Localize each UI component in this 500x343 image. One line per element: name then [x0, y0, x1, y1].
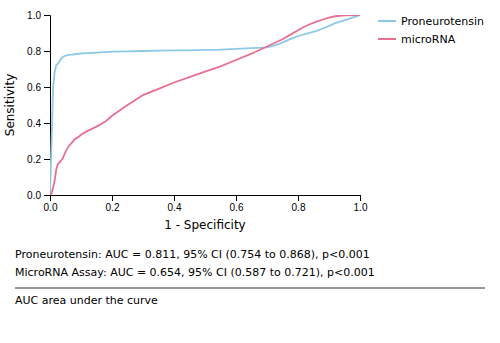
- tick-label: 0.4: [27, 118, 41, 129]
- tick-label: 0.0: [44, 202, 58, 213]
- legend-label: microRNA: [401, 33, 456, 46]
- axis-line: [44, 16, 51, 196]
- lines: [50, 15, 360, 195]
- tick-mark: [174, 195, 175, 201]
- tick-label: 0.8: [27, 46, 41, 57]
- tick-label: 1.0: [354, 202, 368, 213]
- tick-mark: [44, 15, 50, 16]
- tick: 0.2: [27, 154, 50, 165]
- tick-label: 0.6: [27, 82, 41, 93]
- tick-label: 1.0: [27, 10, 41, 21]
- tick-mark: [44, 159, 50, 160]
- tick: 0.6: [27, 82, 50, 93]
- tick-mark: [360, 195, 361, 201]
- y-axis: 0.0 0.2 0.4 0.6 0.8 1.0: [27, 10, 50, 201]
- tick-mark: [44, 123, 50, 124]
- x-axis-title: 1 - Specificity: [164, 218, 245, 232]
- tick-mark: [298, 195, 299, 201]
- legend-swatch: [378, 38, 396, 40]
- axis-line: [51, 196, 361, 202]
- tick: 0.4: [168, 195, 182, 213]
- tick-label: 0.2: [106, 202, 120, 213]
- tick: 0.0: [44, 195, 58, 213]
- tick-mark: [44, 51, 50, 52]
- series-line: [50, 15, 360, 195]
- tick-mark: [112, 195, 113, 201]
- tick: 1.0: [354, 195, 368, 213]
- caption: AUC area under the curve: [15, 294, 158, 307]
- y-axis-title: Sensitivity: [3, 74, 17, 136]
- chart: 0.0 0.2 0.4 0.6 0.8 1.0 0.0 0.2 0.4 0.6 0.8 1.0 1 - …: [0, 0, 500, 343]
- tick: 0.2: [106, 195, 120, 213]
- series-line: [50, 15, 360, 195]
- tick: 0.8: [27, 46, 50, 57]
- legend-label: Proneurotensin: [401, 15, 484, 28]
- x-axis: 0.0 0.2 0.4 0.6 0.8 1.0: [44, 195, 368, 213]
- tick-label: 0.6: [230, 202, 244, 213]
- tick-label: 0.8: [292, 202, 306, 213]
- tick-label: 0.4: [168, 202, 182, 213]
- captions: Proneurotensin: AUC = 0.811, 95% CI (0.7…: [15, 248, 485, 307]
- separator: [15, 288, 485, 289]
- legend: Proneurotensin microRNA: [378, 15, 484, 46]
- caption: MicroRNA Assay: AUC = 0.654, 95% CI (0.5…: [15, 266, 375, 279]
- tick: 0.8: [292, 195, 306, 213]
- tick: 0.4: [27, 118, 50, 129]
- legend-swatch: [378, 20, 396, 22]
- tick-label: 0.0: [27, 190, 41, 201]
- tick: 1.0: [27, 10, 50, 21]
- plot-area: 0.0 0.2 0.4 0.6 0.8 1.0 0.0 0.2 0.4 0.6 0.8 1.0: [27, 10, 368, 213]
- tick-label: 0.2: [27, 154, 41, 165]
- tick: 0.6: [230, 195, 244, 213]
- tick-mark: [44, 87, 50, 88]
- tick-mark: [44, 195, 50, 196]
- tick-mark: [236, 195, 237, 201]
- tick: 0.0: [27, 190, 50, 201]
- caption: Proneurotensin: AUC = 0.811, 95% CI (0.7…: [15, 248, 370, 261]
